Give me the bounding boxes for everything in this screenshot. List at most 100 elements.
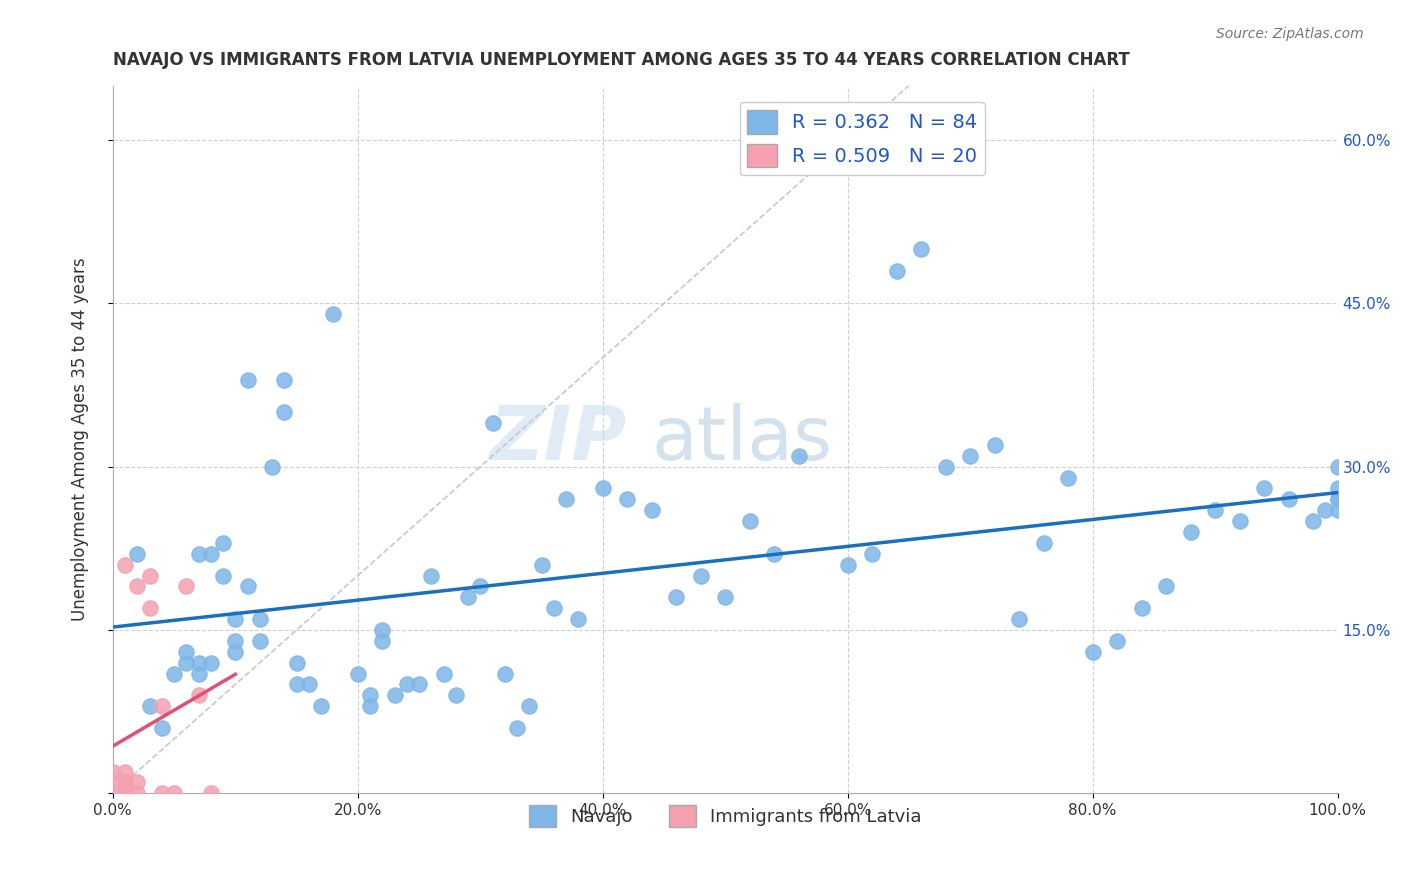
Point xyxy=(150,721,173,735)
Point xyxy=(886,263,908,277)
Point xyxy=(150,699,173,714)
Point xyxy=(860,547,883,561)
Point xyxy=(910,242,932,256)
Point xyxy=(959,449,981,463)
Point xyxy=(1008,612,1031,626)
Point xyxy=(371,623,394,637)
Point xyxy=(481,416,503,430)
Point xyxy=(689,568,711,582)
Point xyxy=(1180,524,1202,539)
Point xyxy=(1229,514,1251,528)
Legend: Navajo, Immigrants from Latvia: Navajo, Immigrants from Latvia xyxy=(522,797,929,834)
Point xyxy=(176,579,198,593)
Point xyxy=(543,601,565,615)
Point xyxy=(138,601,160,615)
Point xyxy=(1081,645,1104,659)
Point xyxy=(494,666,516,681)
Point xyxy=(665,591,688,605)
Point xyxy=(138,699,160,714)
Point xyxy=(309,699,332,714)
Point xyxy=(236,579,259,593)
Point xyxy=(444,689,467,703)
Point xyxy=(592,482,614,496)
Point xyxy=(127,775,149,789)
Point xyxy=(114,786,136,800)
Point xyxy=(298,677,321,691)
Point xyxy=(1326,459,1348,474)
Point xyxy=(163,666,186,681)
Point xyxy=(763,547,786,561)
Point xyxy=(262,459,284,474)
Point xyxy=(1326,503,1348,517)
Point xyxy=(517,699,540,714)
Y-axis label: Unemployment Among Ages 35 to 44 years: Unemployment Among Ages 35 to 44 years xyxy=(72,258,89,621)
Point xyxy=(138,568,160,582)
Point xyxy=(114,558,136,572)
Point xyxy=(837,558,859,572)
Point xyxy=(187,689,209,703)
Point xyxy=(249,633,271,648)
Point xyxy=(567,612,589,626)
Point xyxy=(408,677,430,691)
Point xyxy=(1326,492,1348,507)
Point xyxy=(983,438,1005,452)
Point xyxy=(224,612,246,626)
Point xyxy=(1107,633,1129,648)
Point xyxy=(114,775,136,789)
Text: ZIP: ZIP xyxy=(491,403,627,476)
Point xyxy=(395,677,418,691)
Point xyxy=(641,503,664,517)
Point xyxy=(127,547,149,561)
Point xyxy=(470,579,492,593)
Text: Source: ZipAtlas.com: Source: ZipAtlas.com xyxy=(1216,27,1364,41)
Point xyxy=(236,372,259,386)
Point xyxy=(1204,503,1226,517)
Point xyxy=(127,579,149,593)
Point xyxy=(176,656,198,670)
Point xyxy=(150,786,173,800)
Point xyxy=(530,558,553,572)
Point xyxy=(127,786,149,800)
Point xyxy=(420,568,443,582)
Point xyxy=(101,775,124,789)
Point xyxy=(187,666,209,681)
Point xyxy=(1057,470,1080,484)
Point xyxy=(1315,503,1337,517)
Point xyxy=(285,677,308,691)
Point xyxy=(249,612,271,626)
Point xyxy=(187,547,209,561)
Point xyxy=(114,764,136,779)
Point xyxy=(1130,601,1153,615)
Point xyxy=(359,699,381,714)
Point xyxy=(187,656,209,670)
Point xyxy=(101,764,124,779)
Point xyxy=(384,689,406,703)
Point xyxy=(714,591,737,605)
Point xyxy=(224,645,246,659)
Point xyxy=(114,786,136,800)
Point xyxy=(555,492,578,507)
Point xyxy=(212,536,235,550)
Point xyxy=(101,786,124,800)
Point xyxy=(1326,492,1348,507)
Point xyxy=(1278,492,1301,507)
Point xyxy=(1326,482,1348,496)
Point xyxy=(1032,536,1054,550)
Point xyxy=(506,721,529,735)
Point xyxy=(322,307,344,321)
Point xyxy=(787,449,810,463)
Point xyxy=(359,689,381,703)
Point xyxy=(371,633,394,648)
Point xyxy=(1154,579,1177,593)
Point xyxy=(1302,514,1324,528)
Point xyxy=(1253,482,1275,496)
Point xyxy=(935,459,957,474)
Point xyxy=(176,645,198,659)
Point xyxy=(432,666,454,681)
Point xyxy=(616,492,638,507)
Text: atlas: atlas xyxy=(652,403,832,476)
Point xyxy=(285,656,308,670)
Point xyxy=(200,547,222,561)
Point xyxy=(200,656,222,670)
Point xyxy=(273,405,295,419)
